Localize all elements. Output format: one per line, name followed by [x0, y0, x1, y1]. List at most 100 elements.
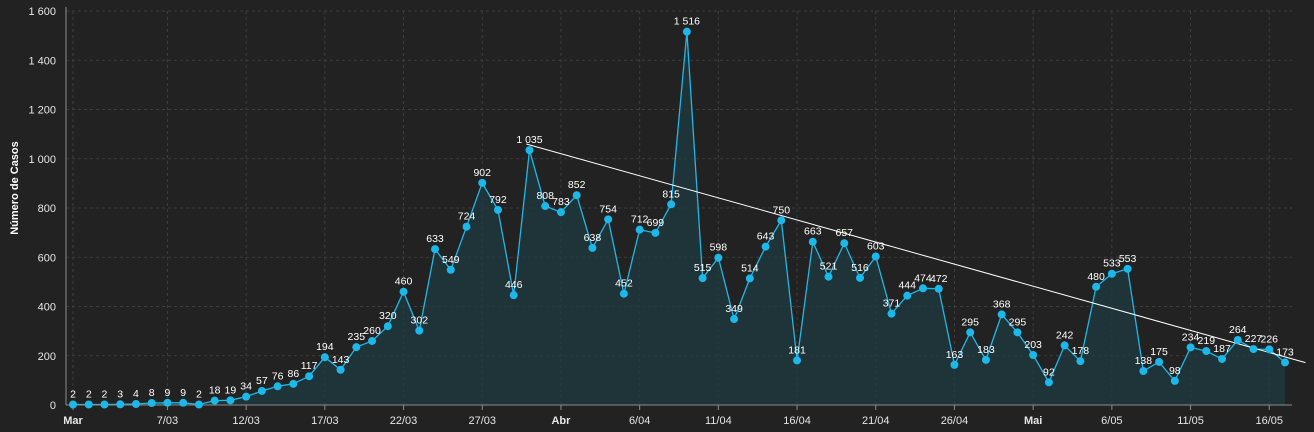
data-point — [950, 360, 959, 369]
x-tick-label: 11/05 — [1177, 415, 1204, 427]
data-label: 138 — [1135, 355, 1153, 367]
trend-line — [526, 143, 1306, 364]
data-label: 533 — [1103, 258, 1121, 270]
data-point — [242, 392, 251, 401]
data-label: 1 035 — [516, 134, 542, 146]
data-label: 902 — [473, 167, 491, 179]
data-label: 295 — [961, 316, 979, 328]
data-point — [871, 252, 880, 261]
data-point — [1107, 269, 1116, 278]
data-point — [1060, 341, 1069, 350]
data-point — [1265, 345, 1274, 354]
data-point — [1044, 378, 1053, 387]
x-tick-label: 16/04 — [783, 415, 811, 427]
data-label: 712 — [631, 214, 649, 226]
data-label: 226 — [1260, 333, 1278, 345]
data-label: 302 — [411, 315, 429, 327]
area-layer — [73, 31, 1286, 406]
data-label: 2 — [196, 389, 202, 401]
x-tick-label: 6/05 — [1101, 415, 1122, 427]
data-label: 474 — [914, 272, 932, 284]
data-label: 750 — [773, 204, 791, 216]
data-point — [981, 355, 990, 364]
data-point — [840, 239, 849, 248]
data-label: 163 — [946, 349, 964, 361]
data-label: 260 — [363, 325, 381, 337]
data-label: 699 — [647, 217, 665, 229]
data-label: 227 — [1245, 333, 1263, 345]
data-point — [446, 265, 455, 274]
data-label: 143 — [332, 354, 350, 366]
data-point — [541, 202, 550, 211]
data-point — [1186, 343, 1195, 352]
data-point — [761, 242, 770, 251]
data-point — [179, 398, 188, 407]
data-label: 34 — [240, 381, 252, 393]
data-label: 178 — [1072, 345, 1090, 357]
data-label: 553 — [1119, 253, 1137, 265]
data-point — [210, 396, 219, 405]
x-tick-label: 6/04 — [629, 415, 650, 427]
data-label: 643 — [757, 231, 775, 243]
data-point — [383, 322, 392, 331]
data-point — [1013, 328, 1022, 337]
data-label: 516 — [851, 262, 869, 274]
data-label: 242 — [1056, 329, 1074, 341]
data-point — [305, 372, 314, 381]
y-tick-label: 1 000 — [28, 154, 56, 166]
x-tick-label: 7/03 — [157, 415, 178, 427]
data-point — [163, 398, 172, 407]
data-point — [1249, 345, 1258, 354]
y-axis-title: Número de Casos — [9, 141, 21, 235]
data-point — [934, 284, 943, 293]
data-point — [856, 273, 865, 282]
data-label: 515 — [694, 262, 712, 274]
data-label: 235 — [348, 331, 366, 343]
data-label: 446 — [505, 279, 523, 291]
data-label: 368 — [993, 298, 1011, 310]
data-label: 86 — [288, 368, 300, 380]
data-point — [903, 291, 912, 300]
data-label: 521 — [820, 261, 838, 273]
x-tick-label: 16/05 — [1255, 415, 1283, 427]
y-tick-label: 1 600 — [28, 6, 56, 18]
data-label: 173 — [1276, 346, 1294, 358]
data-label: 514 — [741, 262, 759, 274]
data-label: 783 — [552, 196, 570, 208]
data-point — [588, 243, 597, 252]
data-point — [431, 245, 440, 254]
data-label: 2 — [70, 389, 76, 401]
y-tick-label: 400 — [38, 302, 56, 314]
data-point — [462, 222, 471, 231]
data-label: 187 — [1213, 343, 1231, 355]
data-label: 117 — [301, 360, 318, 372]
x-tick-label: 17/03 — [311, 415, 339, 427]
data-label: 98 — [1169, 365, 1181, 377]
data-point — [1123, 264, 1132, 273]
axis-layer: 0 200 400 600 800 1 000 1 200 1 400 1 600 Mar 7/03… — [28, 6, 1292, 427]
data-point — [556, 208, 565, 217]
trend-layer — [526, 143, 1306, 364]
data-label: 549 — [442, 254, 460, 266]
data-point — [116, 400, 125, 409]
data-label: 663 — [804, 226, 822, 238]
data-point — [194, 400, 203, 409]
data-label: 219 — [1198, 335, 1216, 347]
data-label: 460 — [395, 276, 413, 288]
data-point — [824, 272, 833, 281]
data-point — [131, 400, 140, 409]
data-label: 8 — [149, 387, 155, 399]
data-point — [100, 400, 109, 409]
data-point — [147, 399, 156, 408]
data-point — [808, 237, 817, 246]
data-point — [619, 289, 628, 298]
data-label: 2 — [102, 389, 108, 401]
data-point — [1139, 367, 1148, 376]
data-point — [1233, 335, 1242, 344]
data-label: 472 — [930, 273, 948, 285]
data-label: 808 — [536, 190, 554, 202]
data-point — [714, 253, 723, 262]
data-label: 9 — [180, 387, 186, 399]
x-tick-label: Abr — [551, 415, 571, 427]
